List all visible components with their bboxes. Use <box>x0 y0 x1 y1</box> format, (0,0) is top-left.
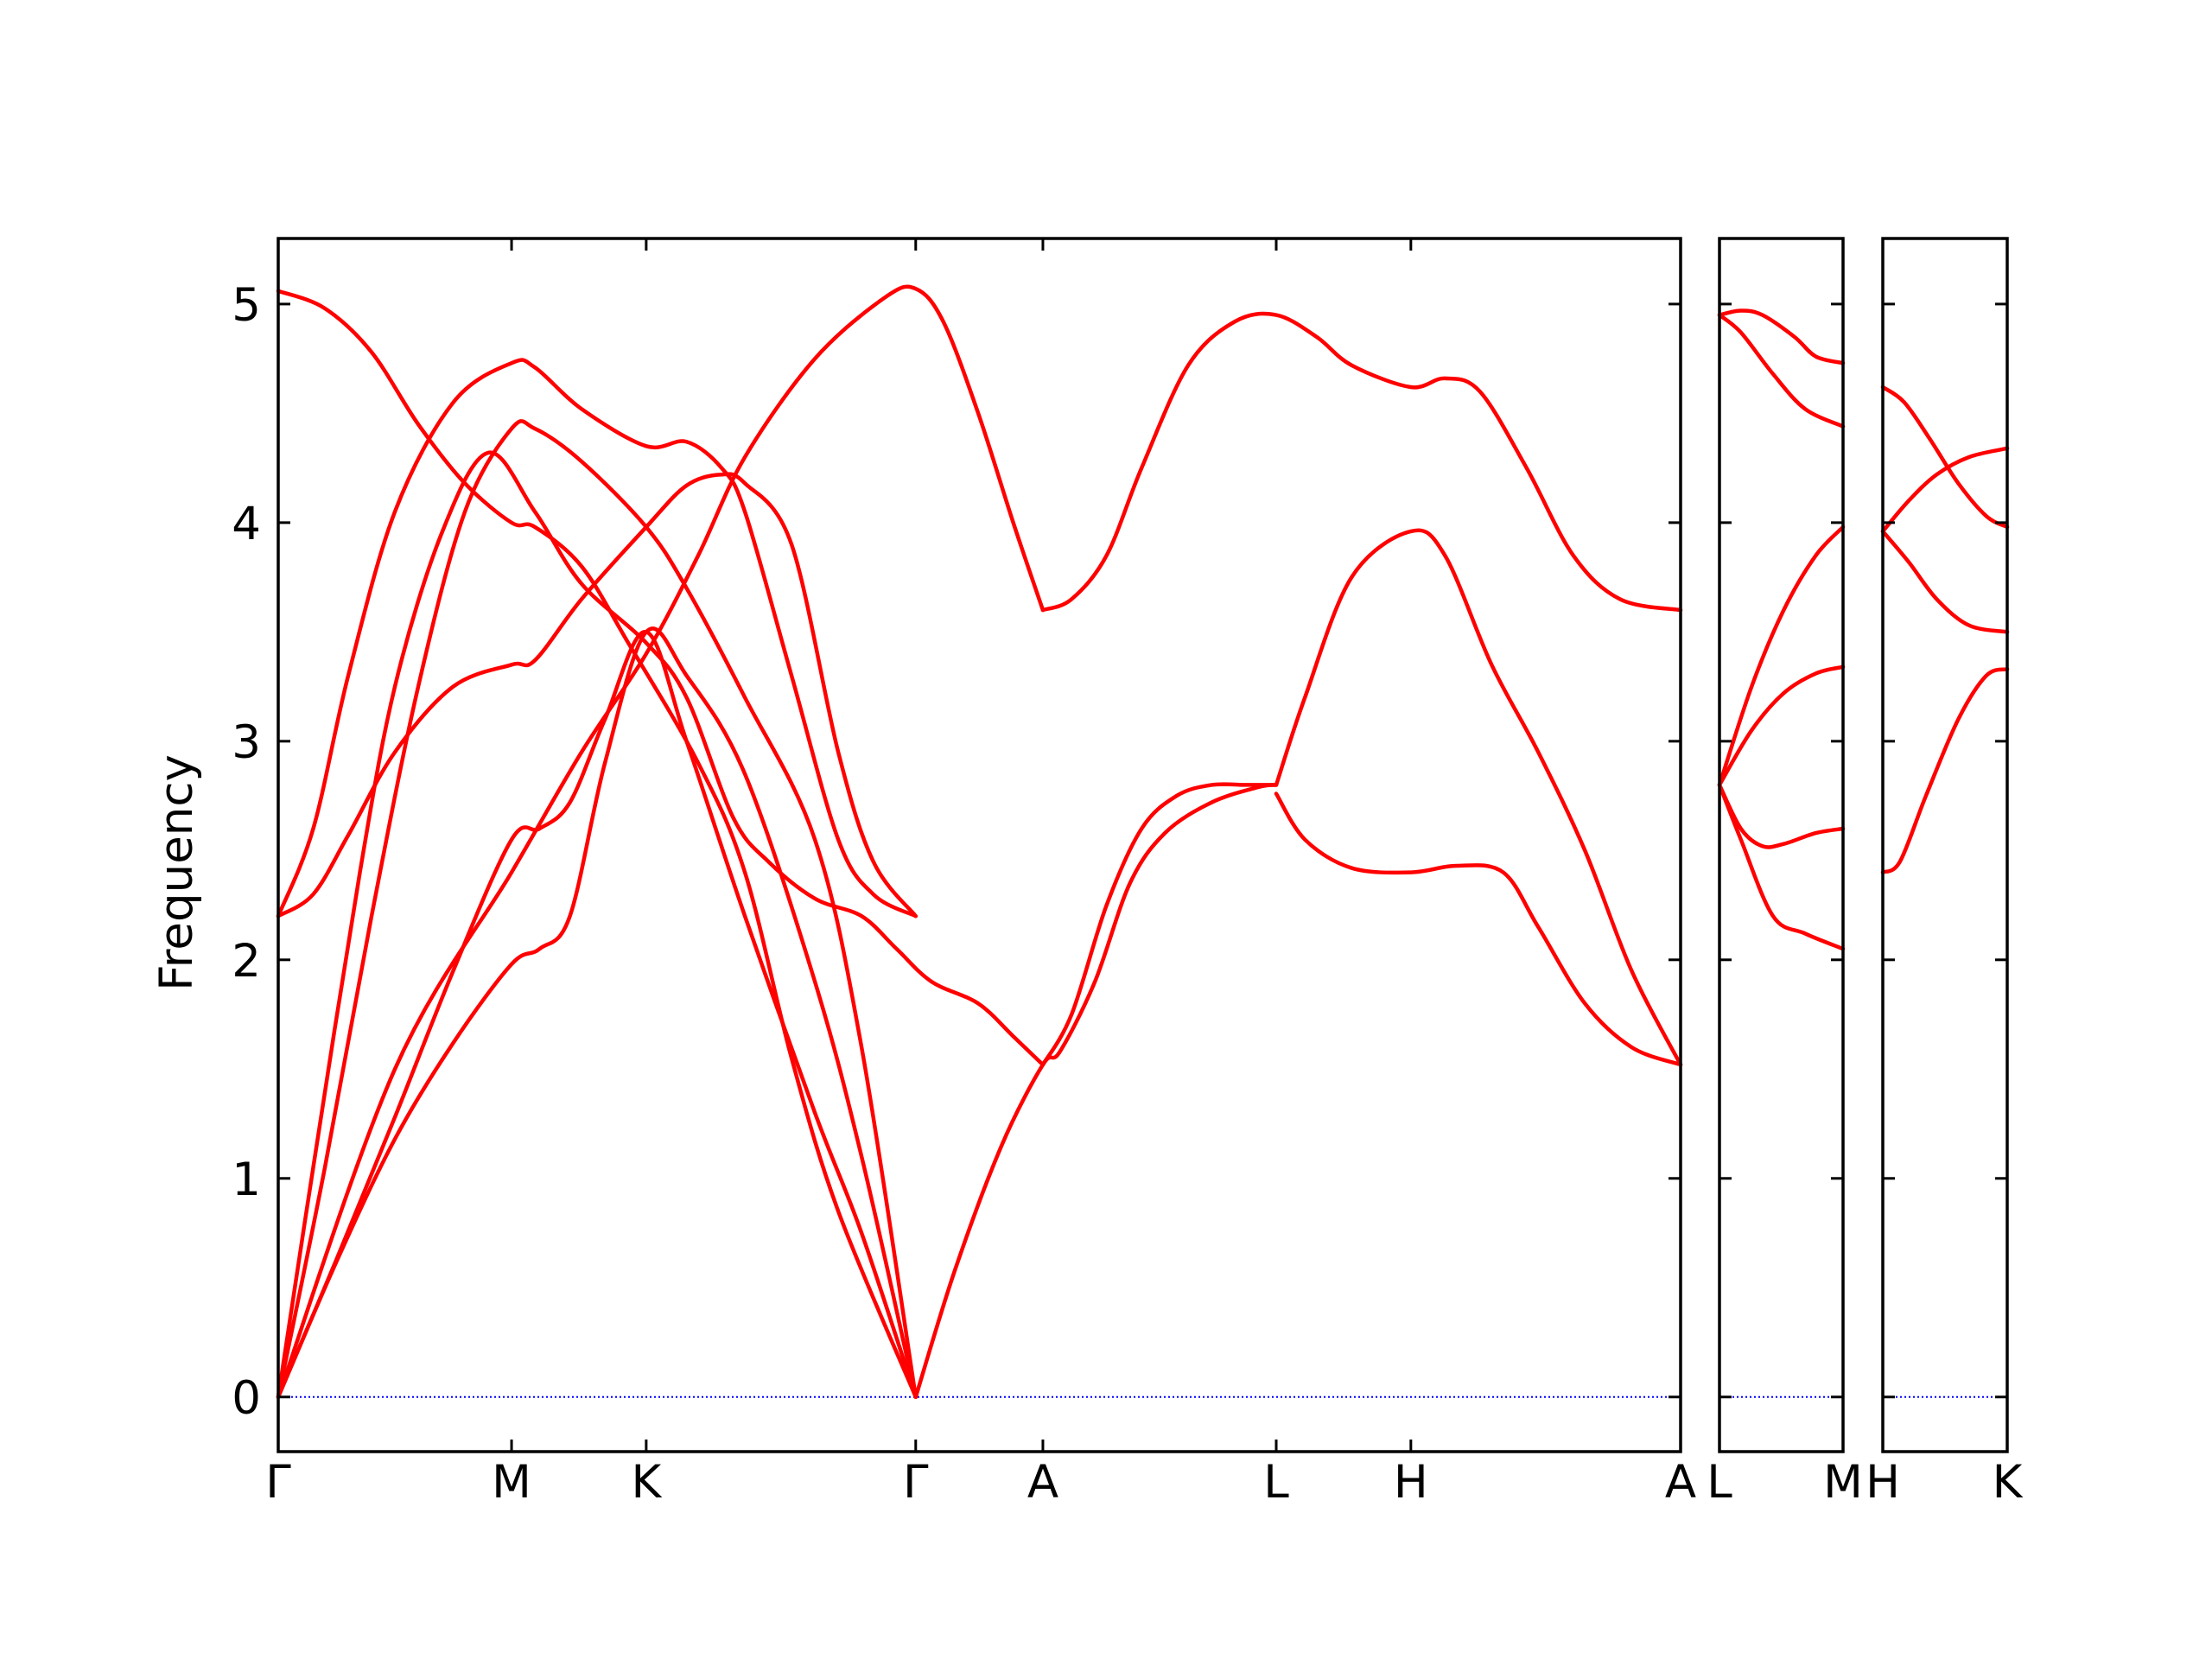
band-line-7 <box>276 284 1046 1400</box>
x-tick-label: Γ <box>903 1456 929 1509</box>
band-line-1 <box>276 626 918 1400</box>
band-line-3 <box>276 419 918 1400</box>
x-tick-label: H <box>1866 1456 1900 1509</box>
band-line-5 <box>1717 313 1846 429</box>
band-line-4 <box>276 472 918 918</box>
x-tick-label: L <box>1707 1456 1732 1509</box>
x-tick-label: A <box>1665 1456 1696 1509</box>
x-tick-label: Γ <box>265 1456 291 1509</box>
band-line-2 <box>1880 529 2010 634</box>
band-line-8 <box>276 450 1046 1400</box>
x-tick-label: M <box>1823 1456 1863 1509</box>
y-axis-label: Frequency <box>150 754 203 991</box>
band-line-1 <box>1880 667 2010 874</box>
panel-frame <box>1881 237 2009 1453</box>
y-tick-label: 0 <box>232 1372 261 1425</box>
band-line-12 <box>1274 528 1683 1067</box>
band-line-6 <box>276 289 918 1400</box>
x-tick-label: A <box>1027 1456 1058 1509</box>
x-tick-label: K <box>1993 1456 2024 1509</box>
band-line-1 <box>1717 783 1846 951</box>
band-line-10 <box>1040 782 1279 1067</box>
band-line-2 <box>276 630 918 1400</box>
band-line-3 <box>1880 446 2010 534</box>
x-tick-label: L <box>1263 1456 1289 1509</box>
band-line-5 <box>276 358 918 918</box>
band-line-9 <box>913 783 1279 1400</box>
panel-frame <box>276 237 1682 1453</box>
y-tick-label: 5 <box>232 279 261 332</box>
band-line-2 <box>1717 783 1846 849</box>
band-line-6 <box>1717 308 1846 365</box>
x-tick-label: M <box>492 1456 531 1509</box>
y-tick-labels: 0 1 2 3 4 5 <box>232 279 261 1425</box>
panel-frame <box>1718 237 1845 1453</box>
x-tick-label: K <box>631 1456 662 1509</box>
band-line-11 <box>1274 791 1683 1067</box>
band-line-4 <box>1880 385 2010 530</box>
band-line-4 <box>1717 524 1846 787</box>
y-tick-label: 3 <box>232 716 261 769</box>
band-line-3 <box>1717 664 1846 787</box>
band-line-13 <box>1040 311 1683 613</box>
y-tick-label: 1 <box>232 1154 261 1206</box>
y-tick-label: 4 <box>232 498 261 550</box>
x-tick-label: H <box>1394 1456 1428 1509</box>
y-tick-label: 2 <box>232 935 261 988</box>
